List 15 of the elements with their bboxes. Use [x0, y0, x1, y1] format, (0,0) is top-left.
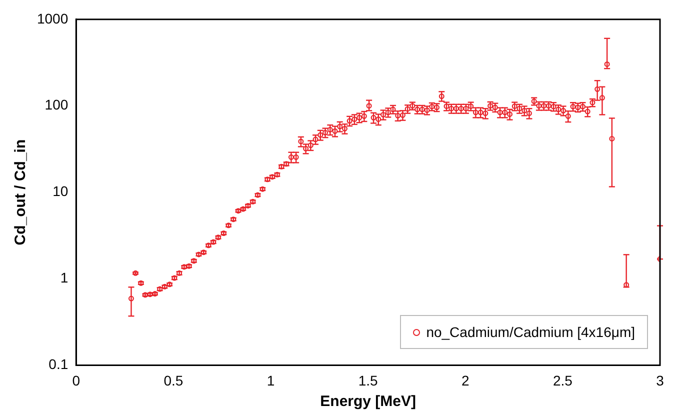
x-tick-label: 1.5 [358, 372, 378, 388]
legend-label: no_Cadmium/Cadmium [4x16μm] [426, 324, 635, 340]
x-tick-label: 2.5 [552, 372, 573, 388]
y-tick-label: 0.1 [48, 356, 68, 372]
y-tick-label: 10 [52, 183, 68, 200]
x-tick-label: 3 [656, 372, 664, 388]
y-axis-title: Cd_out / Cd_in [12, 139, 30, 246]
y-tick-label: 1 [60, 270, 68, 286]
x-tick-label: 0 [72, 372, 80, 388]
y-tick-label: 1000 [36, 10, 68, 26]
y-tick-label: 100 [44, 96, 68, 113]
x-axis-title: Energy [MeV] [320, 393, 416, 410]
x-tick-label: 0.5 [164, 372, 184, 388]
x-tick-label: 2 [461, 372, 470, 388]
x-tick-label: 1 [266, 372, 275, 388]
